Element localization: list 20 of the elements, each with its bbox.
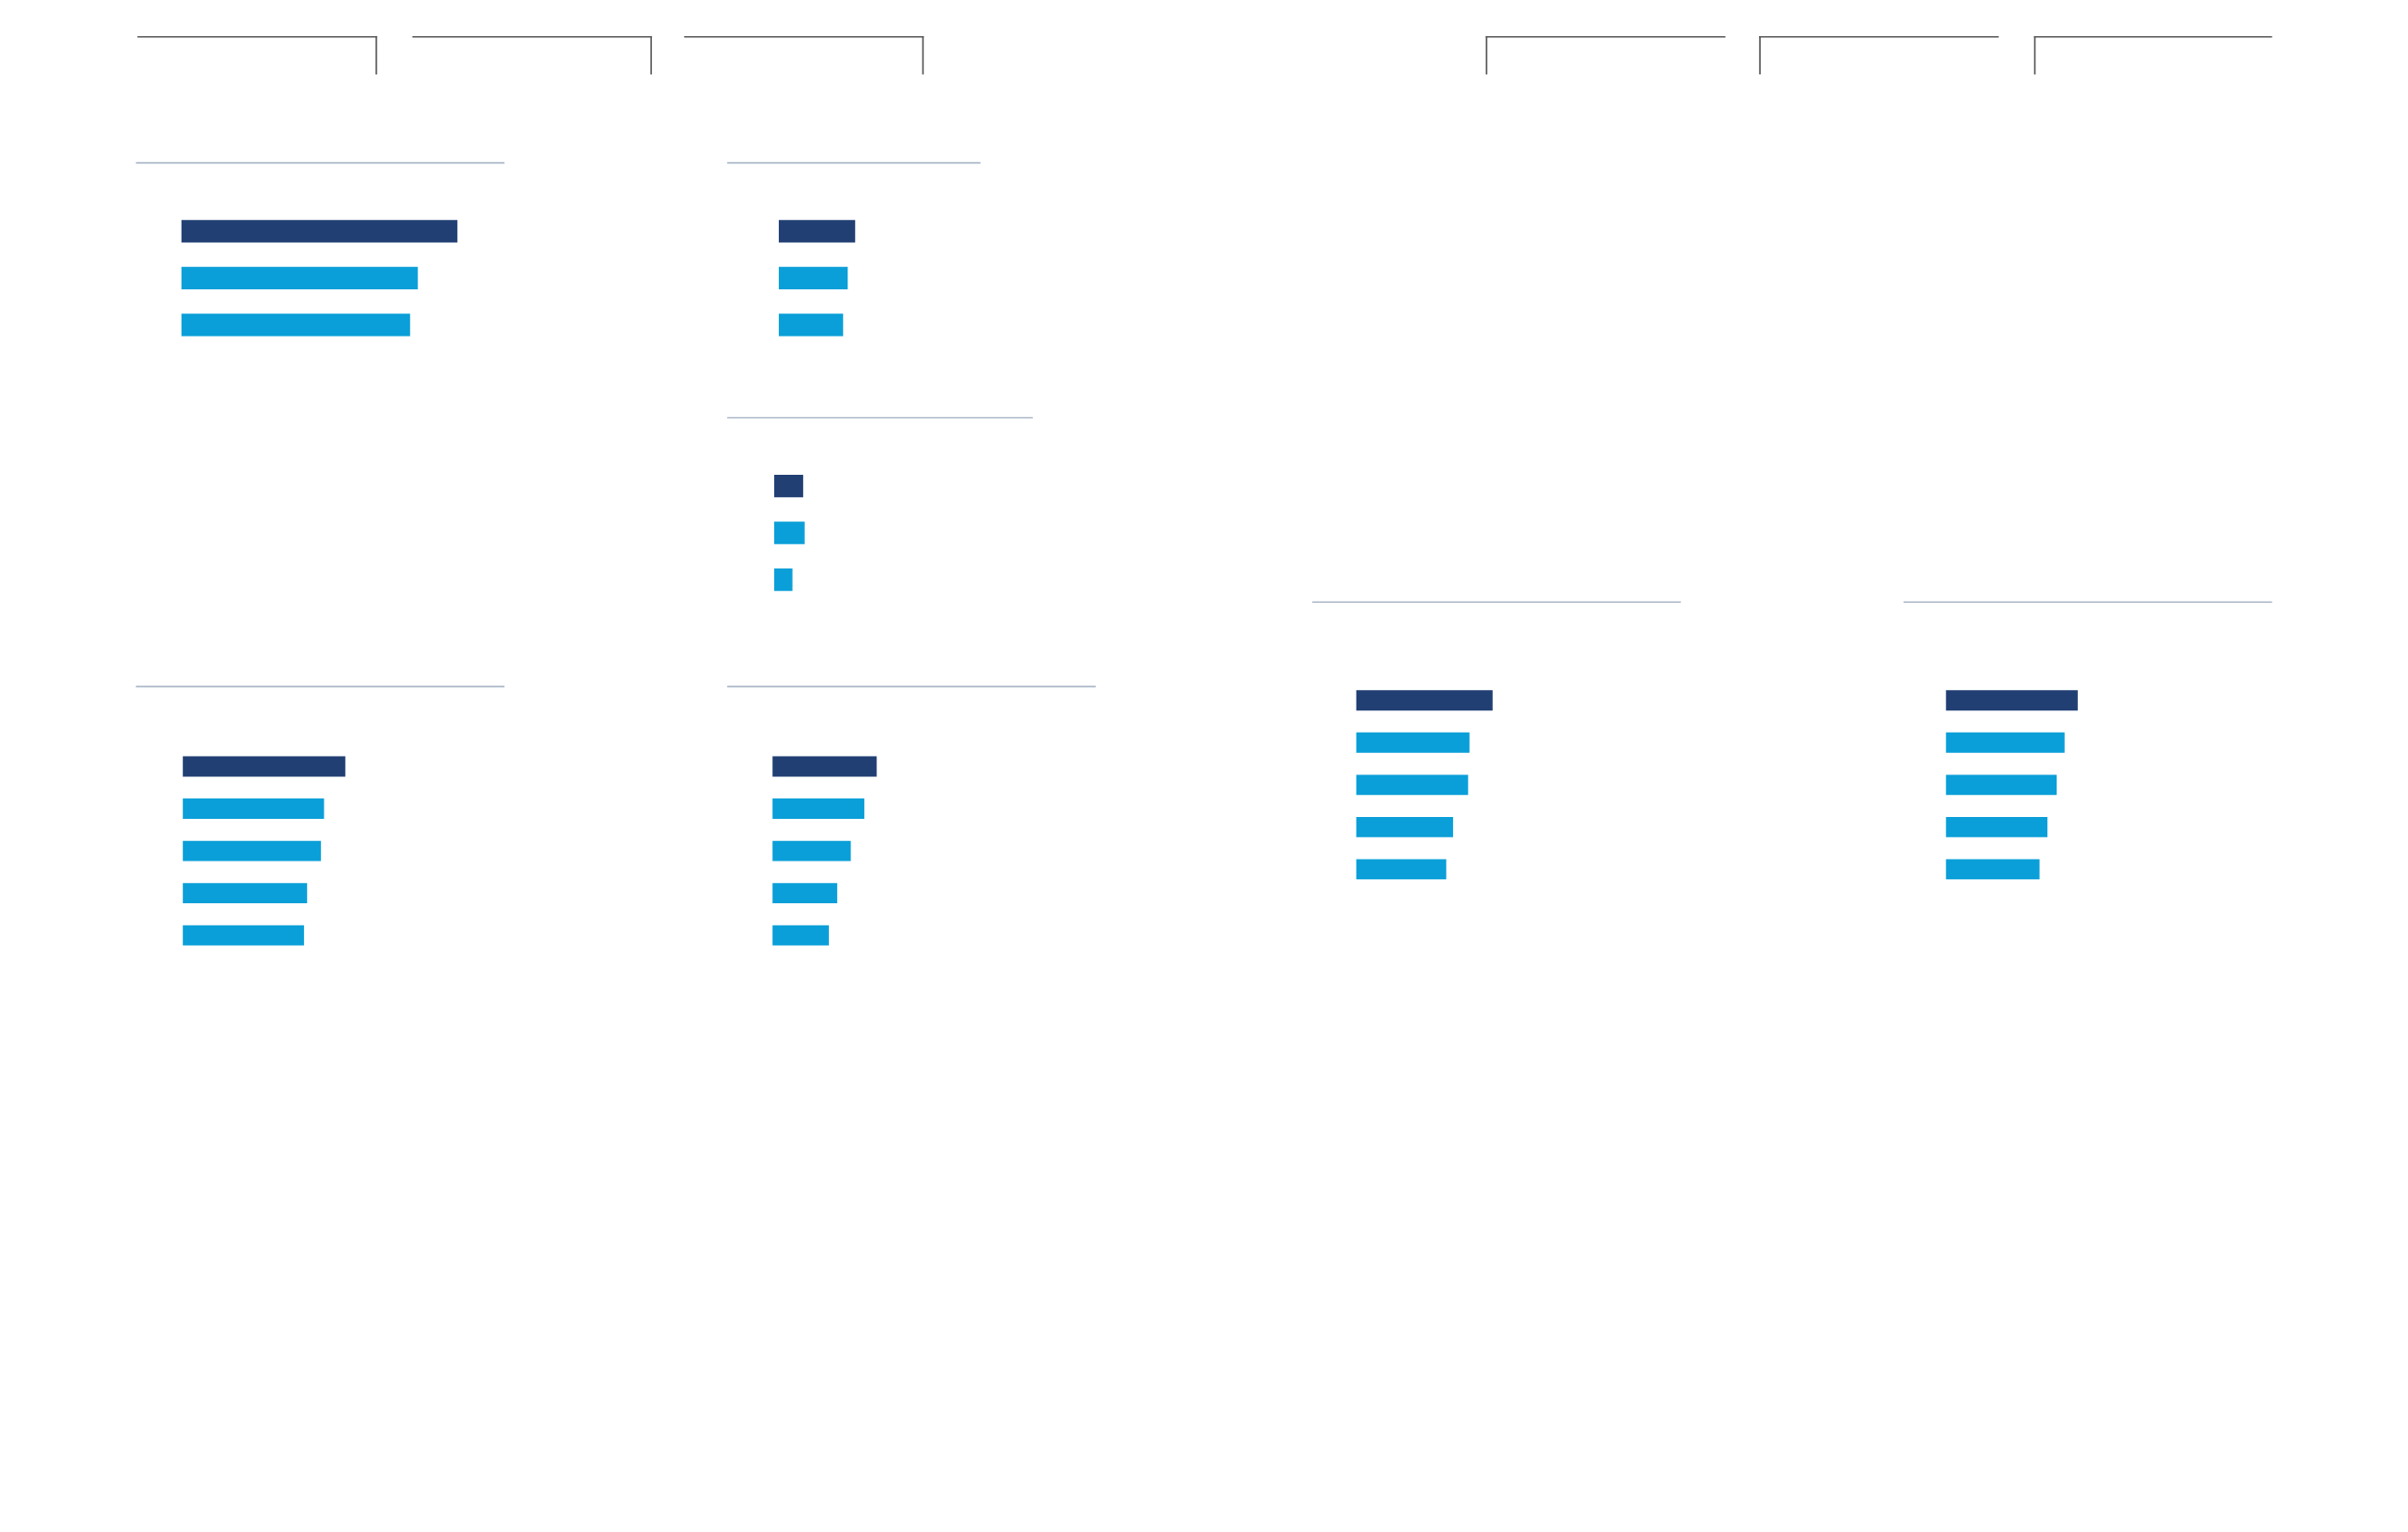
bar <box>183 798 325 819</box>
bar <box>1356 774 1469 796</box>
bar <box>772 798 865 819</box>
bar <box>1356 816 1454 837</box>
bar <box>1945 816 2048 837</box>
bar <box>1945 690 2078 711</box>
bar <box>772 883 837 904</box>
bar <box>1356 732 1470 753</box>
bar <box>772 925 829 946</box>
bar <box>772 756 877 777</box>
bar <box>183 840 322 862</box>
bar <box>772 840 851 862</box>
bar <box>183 756 346 777</box>
bar <box>1945 859 2040 880</box>
bar <box>183 883 308 904</box>
bar <box>1356 859 1446 880</box>
bar <box>183 925 304 946</box>
bar <box>1945 774 2058 796</box>
bar <box>1945 732 2065 753</box>
bar <box>1356 690 1493 711</box>
